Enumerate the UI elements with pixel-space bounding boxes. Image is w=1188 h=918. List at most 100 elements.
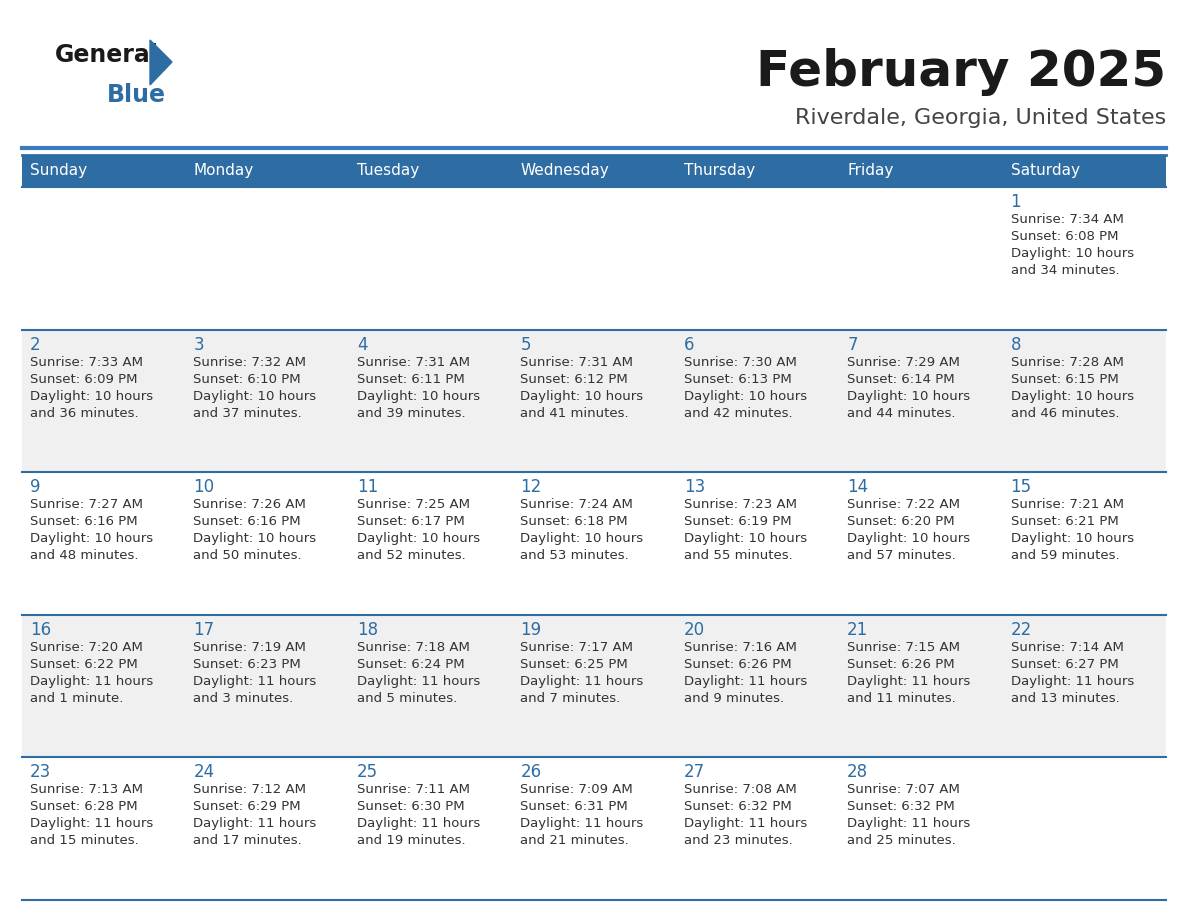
- Text: Daylight: 11 hours: Daylight: 11 hours: [1011, 675, 1133, 688]
- Bar: [676, 615, 839, 757]
- Bar: [349, 155, 512, 187]
- Text: and 3 minutes.: and 3 minutes.: [194, 692, 293, 705]
- Text: and 11 minutes.: and 11 minutes.: [847, 692, 956, 705]
- Text: Sunrise: 7:32 AM: Sunrise: 7:32 AM: [194, 355, 307, 369]
- Text: Sunrise: 7:08 AM: Sunrise: 7:08 AM: [684, 783, 796, 797]
- Text: Daylight: 10 hours: Daylight: 10 hours: [1011, 389, 1133, 403]
- Text: Sunrise: 7:21 AM: Sunrise: 7:21 AM: [1011, 498, 1124, 511]
- Text: Daylight: 11 hours: Daylight: 11 hours: [194, 675, 317, 688]
- Text: Sunrise: 7:13 AM: Sunrise: 7:13 AM: [30, 783, 143, 797]
- Text: and 19 minutes.: and 19 minutes.: [356, 834, 466, 847]
- Text: Sunset: 6:25 PM: Sunset: 6:25 PM: [520, 658, 628, 671]
- Bar: [1003, 187, 1165, 330]
- Text: Sunrise: 7:14 AM: Sunrise: 7:14 AM: [1011, 641, 1124, 654]
- Text: 13: 13: [684, 478, 704, 497]
- Text: February 2025: February 2025: [756, 48, 1165, 96]
- Text: 27: 27: [684, 764, 704, 781]
- Text: and 17 minutes.: and 17 minutes.: [194, 834, 302, 847]
- Text: Sunrise: 7:28 AM: Sunrise: 7:28 AM: [1011, 355, 1124, 369]
- Text: and 23 minutes.: and 23 minutes.: [684, 834, 792, 847]
- Text: 20: 20: [684, 621, 704, 639]
- Text: Sunset: 6:29 PM: Sunset: 6:29 PM: [194, 800, 301, 813]
- Text: Daylight: 11 hours: Daylight: 11 hours: [847, 817, 971, 831]
- Text: Wednesday: Wednesday: [520, 163, 609, 178]
- Text: Sunrise: 7:29 AM: Sunrise: 7:29 AM: [847, 355, 960, 369]
- Bar: [839, 330, 1003, 472]
- Bar: [23, 757, 185, 900]
- Text: and 42 minutes.: and 42 minutes.: [684, 407, 792, 420]
- Text: Sunset: 6:11 PM: Sunset: 6:11 PM: [356, 373, 465, 386]
- Text: 22: 22: [1011, 621, 1032, 639]
- Text: Sunset: 6:22 PM: Sunset: 6:22 PM: [30, 658, 138, 671]
- Text: Daylight: 10 hours: Daylight: 10 hours: [520, 389, 644, 403]
- Text: Thursday: Thursday: [684, 163, 754, 178]
- Text: Sunrise: 7:09 AM: Sunrise: 7:09 AM: [520, 783, 633, 797]
- Text: Sunset: 6:20 PM: Sunset: 6:20 PM: [847, 515, 955, 528]
- Text: and 41 minutes.: and 41 minutes.: [520, 407, 628, 420]
- Text: 16: 16: [30, 621, 51, 639]
- Bar: [23, 187, 185, 330]
- Text: Daylight: 11 hours: Daylight: 11 hours: [684, 817, 807, 831]
- Text: and 7 minutes.: and 7 minutes.: [520, 692, 620, 705]
- Text: and 59 minutes.: and 59 minutes.: [1011, 549, 1119, 562]
- Bar: [512, 330, 676, 472]
- Text: Sunrise: 7:18 AM: Sunrise: 7:18 AM: [356, 641, 469, 654]
- Text: Daylight: 10 hours: Daylight: 10 hours: [1011, 247, 1133, 260]
- Text: 18: 18: [356, 621, 378, 639]
- Text: Tuesday: Tuesday: [356, 163, 419, 178]
- Bar: [185, 757, 349, 900]
- Text: 8: 8: [1011, 336, 1020, 353]
- Text: Sunrise: 7:24 AM: Sunrise: 7:24 AM: [520, 498, 633, 511]
- Bar: [512, 615, 676, 757]
- Bar: [23, 155, 185, 187]
- Bar: [512, 155, 676, 187]
- Bar: [185, 472, 349, 615]
- Text: 28: 28: [847, 764, 868, 781]
- Bar: [1003, 757, 1165, 900]
- Text: Daylight: 10 hours: Daylight: 10 hours: [194, 389, 316, 403]
- Text: Daylight: 11 hours: Daylight: 11 hours: [356, 817, 480, 831]
- Text: Sunrise: 7:22 AM: Sunrise: 7:22 AM: [847, 498, 960, 511]
- Text: Sunset: 6:14 PM: Sunset: 6:14 PM: [847, 373, 955, 386]
- Text: Daylight: 11 hours: Daylight: 11 hours: [847, 675, 971, 688]
- Text: Daylight: 10 hours: Daylight: 10 hours: [847, 389, 971, 403]
- Text: 26: 26: [520, 764, 542, 781]
- Text: Sunrise: 7:11 AM: Sunrise: 7:11 AM: [356, 783, 470, 797]
- Bar: [839, 615, 1003, 757]
- Text: and 13 minutes.: and 13 minutes.: [1011, 692, 1119, 705]
- Text: Sunrise: 7:20 AM: Sunrise: 7:20 AM: [30, 641, 143, 654]
- Text: 23: 23: [30, 764, 51, 781]
- Text: and 57 minutes.: and 57 minutes.: [847, 549, 956, 562]
- Text: Daylight: 10 hours: Daylight: 10 hours: [684, 532, 807, 545]
- Bar: [23, 330, 185, 472]
- Text: 14: 14: [847, 478, 868, 497]
- Text: 12: 12: [520, 478, 542, 497]
- Text: Sunset: 6:10 PM: Sunset: 6:10 PM: [194, 373, 301, 386]
- Text: and 53 minutes.: and 53 minutes.: [520, 549, 628, 562]
- Text: 1: 1: [1011, 193, 1022, 211]
- Text: Sunrise: 7:17 AM: Sunrise: 7:17 AM: [520, 641, 633, 654]
- Text: and 21 minutes.: and 21 minutes.: [520, 834, 628, 847]
- Text: Sunrise: 7:07 AM: Sunrise: 7:07 AM: [847, 783, 960, 797]
- Text: 21: 21: [847, 621, 868, 639]
- Text: Sunrise: 7:15 AM: Sunrise: 7:15 AM: [847, 641, 960, 654]
- Text: Sunrise: 7:12 AM: Sunrise: 7:12 AM: [194, 783, 307, 797]
- Text: 5: 5: [520, 336, 531, 353]
- Bar: [676, 472, 839, 615]
- Text: Sunset: 6:27 PM: Sunset: 6:27 PM: [1011, 658, 1118, 671]
- Text: Sunrise: 7:26 AM: Sunrise: 7:26 AM: [194, 498, 307, 511]
- Text: Saturday: Saturday: [1011, 163, 1080, 178]
- Text: and 37 minutes.: and 37 minutes.: [194, 407, 302, 420]
- Bar: [349, 330, 512, 472]
- Text: Sunrise: 7:31 AM: Sunrise: 7:31 AM: [356, 355, 470, 369]
- Text: Sunset: 6:23 PM: Sunset: 6:23 PM: [194, 658, 302, 671]
- Bar: [1003, 615, 1165, 757]
- Text: Blue: Blue: [107, 83, 166, 107]
- Text: Sunrise: 7:25 AM: Sunrise: 7:25 AM: [356, 498, 470, 511]
- Text: 17: 17: [194, 621, 215, 639]
- Text: Daylight: 11 hours: Daylight: 11 hours: [30, 817, 153, 831]
- Text: Sunset: 6:26 PM: Sunset: 6:26 PM: [684, 658, 791, 671]
- Bar: [839, 187, 1003, 330]
- Text: Friday: Friday: [847, 163, 893, 178]
- Text: and 34 minutes.: and 34 minutes.: [1011, 264, 1119, 277]
